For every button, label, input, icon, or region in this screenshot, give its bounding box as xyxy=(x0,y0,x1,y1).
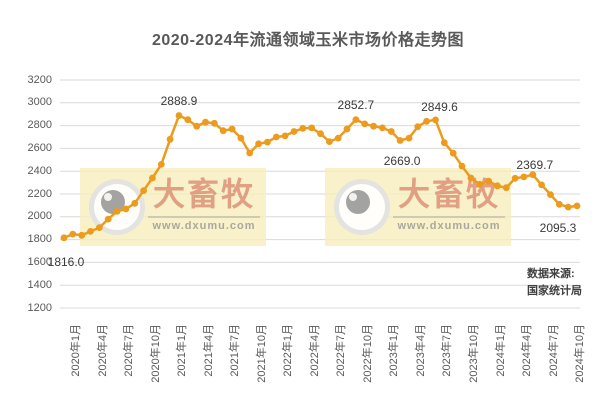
y-axis-tick-label: 3000 xyxy=(27,96,52,109)
data-point-marker xyxy=(361,120,369,128)
data-point-marker xyxy=(423,117,430,125)
watermark-logo-icon xyxy=(334,179,390,235)
y-axis-tick-label: 2400 xyxy=(27,164,52,177)
watermark-divider xyxy=(148,216,260,218)
data-point-marker xyxy=(157,161,165,168)
y-axis-tick-label: 1800 xyxy=(27,233,52,246)
watermark: 大畜牧 www.dxumu.com xyxy=(80,168,266,246)
data-point-marker xyxy=(485,177,492,185)
y-axis-tick-label: 2200 xyxy=(27,187,52,200)
watermark-logo-glint xyxy=(349,193,357,201)
data-callout: 2669.0 xyxy=(383,153,421,168)
data-point-marker xyxy=(449,149,457,157)
data-point-marker xyxy=(122,205,130,213)
y-axis-tick-label: 2000 xyxy=(27,210,52,223)
data-point-marker xyxy=(131,199,139,207)
y-axis-tick-label: 3200 xyxy=(27,73,52,86)
data-point-marker xyxy=(228,125,236,133)
watermark-divider xyxy=(393,216,505,218)
data-point-marker xyxy=(113,207,121,215)
data-point-marker xyxy=(264,138,271,146)
data-point-marker xyxy=(343,125,351,133)
y-axis-tick-label: 2800 xyxy=(27,119,52,132)
watermark: 大畜牧 www.dxumu.com xyxy=(325,168,511,246)
data-point-marker xyxy=(237,134,245,142)
watermark-logo-pupil xyxy=(346,190,370,214)
data-point-marker xyxy=(246,149,254,157)
data-point-marker xyxy=(140,187,148,195)
data-callout: 1816.0 xyxy=(47,254,85,269)
data-point-marker xyxy=(290,128,298,135)
data-callout: 2852.7 xyxy=(337,97,375,112)
watermark-url: www.dxumu.com xyxy=(397,220,501,232)
data-point-marker xyxy=(149,174,156,182)
data-point-marker xyxy=(440,139,448,147)
data-point-marker xyxy=(281,132,289,140)
data-point-marker xyxy=(193,122,201,130)
data-point-marker xyxy=(494,182,501,190)
data-point-marker xyxy=(387,128,395,135)
data-callout: 2849.6 xyxy=(421,99,458,114)
data-point-marker xyxy=(326,138,333,146)
y-axis-tick-label: 1600 xyxy=(27,255,52,268)
data-callout: 2369.7 xyxy=(516,157,554,172)
data-point-marker xyxy=(573,202,581,210)
data-point-marker xyxy=(511,174,519,182)
data-point-marker xyxy=(255,140,262,148)
data-point-marker xyxy=(175,112,183,119)
data-point-marker xyxy=(564,203,572,211)
data-point-marker xyxy=(379,124,386,132)
data-point-marker xyxy=(211,119,218,127)
data-point-marker xyxy=(538,181,545,189)
data-point-marker xyxy=(78,231,86,239)
data-point-marker xyxy=(352,116,360,123)
data-point-marker xyxy=(166,135,174,143)
watermark-url: www.dxumu.com xyxy=(152,220,256,232)
data-point-marker xyxy=(467,174,475,182)
data-point-marker xyxy=(299,124,307,132)
watermark-brand-text: 大畜牧 xyxy=(152,176,255,212)
data-point-marker xyxy=(370,122,377,130)
data-point-marker xyxy=(502,184,510,192)
data-point-marker xyxy=(308,124,316,132)
data-point-marker xyxy=(396,137,404,144)
data-point-marker xyxy=(458,162,466,170)
watermark-logo-glint xyxy=(104,193,112,201)
chart-title: 2020-2024年流通领域玉米市场价格走势图 xyxy=(151,32,465,49)
data-point-marker xyxy=(69,230,77,238)
data-point-marker xyxy=(334,134,342,142)
data-callout: 2095.3 xyxy=(539,220,577,235)
data-point-marker xyxy=(529,171,537,179)
y-axis-tick-label: 1200 xyxy=(27,301,52,314)
data-point-marker xyxy=(555,200,563,208)
data-point-marker xyxy=(405,134,413,142)
data-point-marker xyxy=(96,224,103,232)
data-point-marker xyxy=(272,133,280,141)
data-point-marker xyxy=(219,127,227,135)
data-point-marker xyxy=(202,118,209,126)
data-point-marker xyxy=(432,116,439,124)
data-point-marker xyxy=(60,234,68,242)
data-source-note: 数据来源: 国家统计局 xyxy=(527,266,582,300)
data-point-marker xyxy=(476,180,484,188)
data-point-marker xyxy=(184,116,192,124)
source-note-line2: 国家统计局 xyxy=(527,285,582,297)
data-point-marker xyxy=(520,173,528,181)
data-point-marker xyxy=(104,215,112,223)
data-point-marker xyxy=(317,130,324,138)
data-point-marker xyxy=(547,191,554,199)
source-note-line1: 数据来源: xyxy=(527,268,575,280)
data-point-marker xyxy=(87,228,94,235)
data-callout: 2888.9 xyxy=(160,94,198,109)
data-point-marker xyxy=(414,123,422,131)
y-axis-tick-label: 1400 xyxy=(27,278,52,291)
y-axis-tick-label: 2600 xyxy=(27,141,52,154)
